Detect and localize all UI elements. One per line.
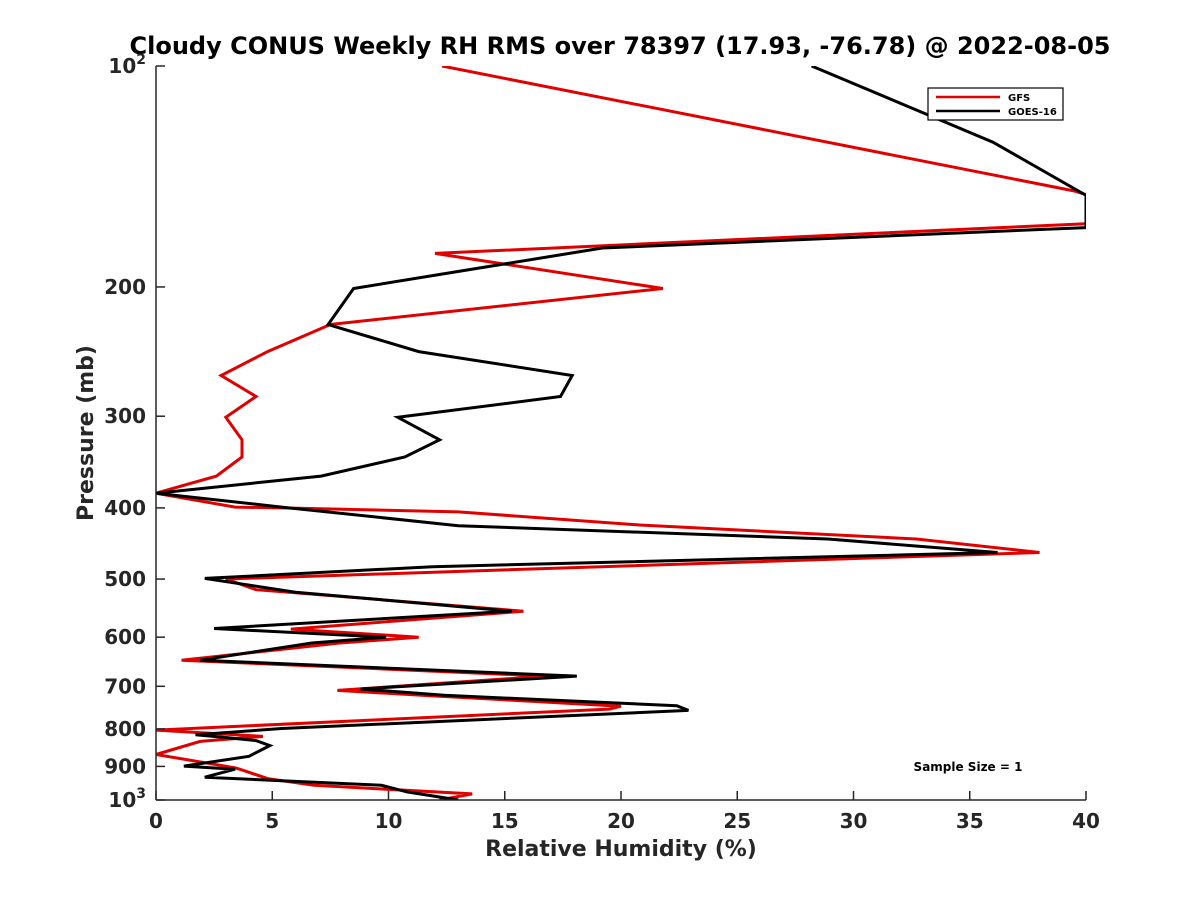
series-line-goes16 — [156, 66, 1086, 800]
x-tick-label: 35 — [956, 809, 984, 833]
y-tick-label: 102 — [108, 52, 146, 78]
y-tick-label: 900 — [104, 754, 146, 778]
legend-label-gfs: GFS — [1008, 93, 1030, 104]
y-tick-label: 700 — [104, 674, 146, 698]
y-tick-label: 800 — [104, 717, 146, 741]
y-tick-label: 600 — [104, 625, 146, 649]
y-tick-label: 300 — [104, 404, 146, 428]
x-tick-label: 20 — [607, 809, 635, 833]
y-tick-label: 200 — [104, 275, 146, 299]
y-axis-label: Pressure (mb) — [74, 345, 99, 521]
sample-size-annotation: Sample Size = 1 — [914, 760, 1023, 774]
y-tick-label: 400 — [104, 496, 146, 520]
plot-background — [156, 66, 1086, 800]
x-tick-label: 40 — [1072, 809, 1100, 833]
y-ticks: 102 200 300 400 500 600 700 800 900 103 — [104, 52, 165, 812]
legend: GFS GOES-16 — [927, 87, 1064, 121]
series-layer — [156, 66, 1086, 800]
legend-box — [927, 87, 1064, 121]
y-tick-label: 103 — [108, 786, 146, 812]
chart-title: Cloudy CONUS Weekly RH RMS over 78397 (1… — [130, 32, 1111, 60]
x-tick-label: 5 — [265, 809, 279, 833]
y-tick-label: 500 — [104, 567, 146, 591]
x-tick-label: 10 — [375, 809, 403, 833]
legend-label-goes16: GOES-16 — [1008, 107, 1057, 118]
x-tick-label: 25 — [723, 809, 751, 833]
x-tick-label: 0 — [149, 809, 163, 833]
plot-area: 0 5 10 15 20 25 30 35 40 102 200 300 400 500 600 700 80… — [104, 52, 1100, 833]
x-axis-label: Relative Humidity (%) — [485, 837, 757, 862]
x-ticks: 0 5 10 15 20 25 30 35 40 — [149, 791, 1100, 833]
x-tick-label: 30 — [840, 809, 868, 833]
x-tick-label: 15 — [491, 809, 519, 833]
